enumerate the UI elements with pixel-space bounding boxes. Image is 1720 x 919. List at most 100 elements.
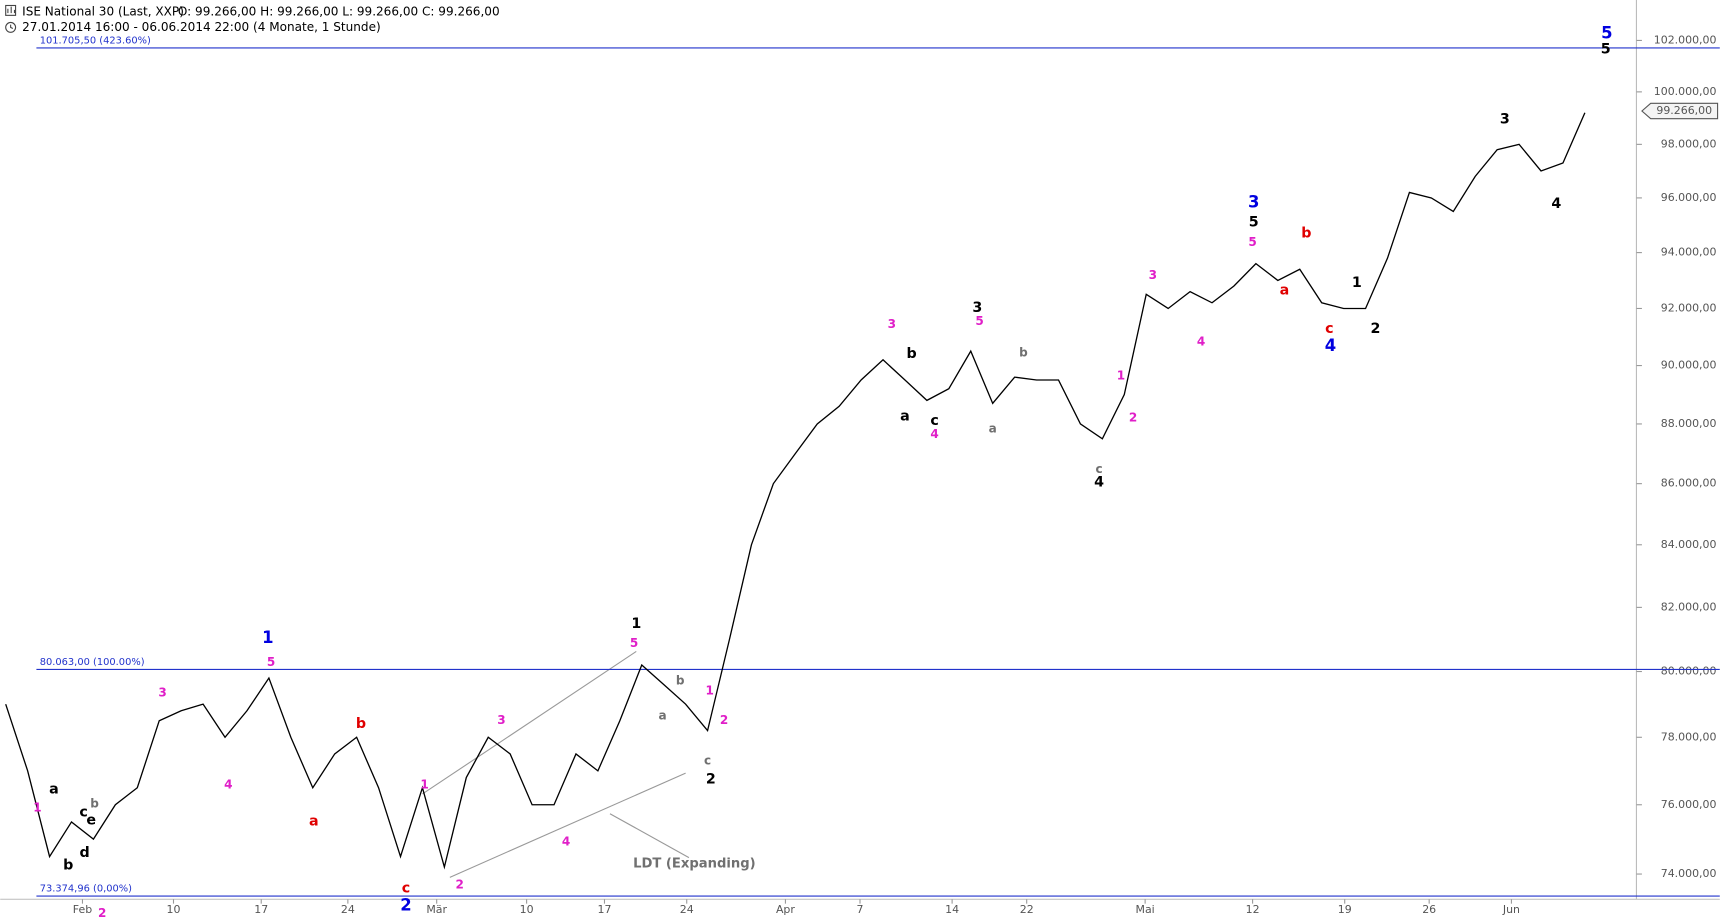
wave-label: 1 [262,628,273,647]
x-tick-label: 17 [254,903,268,916]
reference-label: 101.705,50 (423.60%) [40,35,151,46]
wave-label: 1 [1117,369,1125,383]
y-tick-label: 96.000,00 [1661,191,1717,204]
wave-label: 1 [1352,275,1362,291]
y-tick-label: 100.000,00 [1654,85,1717,98]
wave-label: 1 [631,616,641,632]
price-line [5,112,1586,870]
wave-label: 4 [562,835,570,849]
x-tick-label: Feb [73,903,92,916]
x-tick-label: Apr [776,903,795,916]
wave-label: c [930,413,938,429]
wave-label: 2 [720,713,728,727]
x-tick-label: 10 [520,903,534,916]
wave-label: 2 [1129,410,1137,424]
y-tick-label: 98.000,00 [1661,137,1717,150]
y-tick-label: 102.000,00 [1654,33,1717,46]
wave-label: 2 [456,878,464,892]
y-tick-label: 74.000,00 [1661,867,1717,880]
y-tick-label: 92.000,00 [1661,301,1717,314]
wave-label: b [1019,346,1028,360]
wave-label: 2 [400,895,411,914]
wave-label: 1 [33,801,41,815]
y-tick-label: 82.000,00 [1661,600,1717,613]
wave-label: 5 [1601,41,1611,57]
wave-label: d [80,845,90,861]
wave-label: 4 [1197,335,1205,349]
x-tick-label: 7 [857,903,864,916]
wave-label: 4 [224,778,232,792]
wave-label: 3 [888,317,896,331]
wave-label: 5 [975,314,983,328]
y-tick-label: 78.000,00 [1661,730,1717,743]
header-range: 27.01.2014 16:00 - 06.06.2014 22:00 (4 M… [22,20,381,34]
wave-label: 5 [1248,235,1256,249]
x-tick-label: Mär [426,903,447,916]
wave-label: 1 [706,683,714,697]
wave-label: b [906,346,916,362]
last-price-label: 99.266,00 [1656,104,1712,117]
wave-label: c [704,754,711,768]
wave-label: 3 [972,300,982,316]
wave-label: 2 [706,772,716,788]
y-tick-label: 80.000,00 [1661,665,1717,678]
y-tick-label: 86.000,00 [1661,477,1717,490]
x-tick-label: 14 [945,903,959,916]
x-tick-label: 17 [598,903,612,916]
wave-label: 2 [98,906,106,919]
x-tick-label: 22 [1020,903,1034,916]
reference-label: 73.374,96 (0,00%) [40,883,132,894]
y-tick-label: 84.000,00 [1661,538,1717,551]
wave-label: 5 [267,655,275,669]
wave-label: 4 [930,427,938,441]
x-tick-label: Mai [1136,903,1155,916]
wave-label: c [402,880,410,896]
wave-label: 3 [1248,192,1259,211]
reference-label: 80.063,00 (100.00%) [40,657,145,668]
header-title: ISE National 30 (Last, XXP) [22,5,184,19]
x-tick-label: 26 [1422,903,1436,916]
header-icon [5,4,17,33]
wave-label: LDT (Expanding) [633,857,756,872]
wave-label: 3 [158,686,166,700]
wave-label: 4 [1325,336,1336,355]
wave-label: 4 [1551,196,1561,212]
y-tick-label: 94.000,00 [1661,246,1717,259]
wave-label: a [1280,283,1290,299]
wave-label: b [356,716,366,732]
wave-label: 3 [1500,112,1510,128]
last-price-tag [1641,102,1719,120]
wave-label: a [659,709,667,723]
header-ohlc: O: 99.266,00 H: 99.266,00 L: 99.266,00 C… [178,5,500,19]
wave-label: 3 [1149,268,1157,282]
wave-label: a [309,813,319,829]
y-tick-label: 88.000,00 [1661,417,1717,430]
wave-label: b [1301,226,1311,242]
x-tick-label: Jun [1502,903,1520,916]
wave-label: e [86,812,96,828]
wave-label: c [1095,462,1102,476]
wave-label: c [79,805,87,821]
wave-label: a [989,421,997,435]
wave-label: 5 [1601,23,1612,42]
wave-label: b [676,674,685,688]
x-tick-label: 10 [167,903,181,916]
x-tick-label: 12 [1246,903,1260,916]
wave-label: 3 [497,713,505,727]
x-tick-label: 19 [1338,903,1352,916]
wave-label: a [900,409,910,425]
wave-label: 5 [630,636,638,650]
wave-label: 5 [1249,215,1259,231]
y-tick-label: 90.000,00 [1661,359,1717,372]
wave-label: 4 [1094,475,1104,491]
wave-label: 1 [420,778,428,792]
wave-label: a [49,782,59,798]
wave-label: 2 [1370,321,1380,337]
wave-label: c [1325,321,1333,337]
x-tick-label: 24 [680,903,694,916]
x-tick-label: 24 [341,903,355,916]
y-tick-label: 76.000,00 [1661,798,1717,811]
wave-label: b [63,857,73,873]
